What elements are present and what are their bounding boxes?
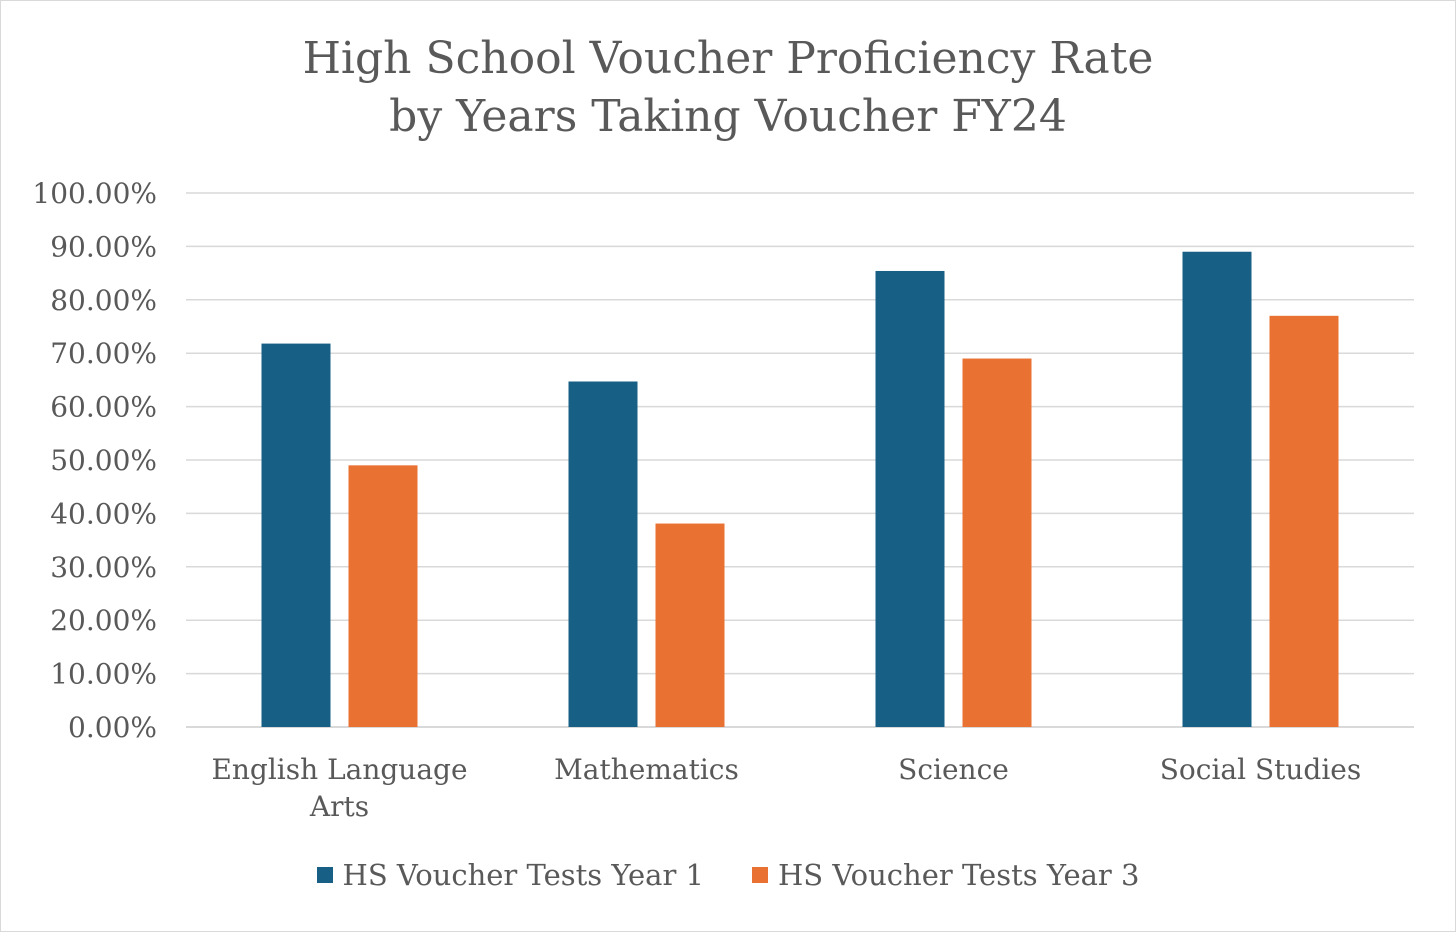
bar-year-3 xyxy=(962,358,1032,727)
legend-swatch-year-3 xyxy=(752,867,768,883)
x-category-label: English Language xyxy=(211,753,467,786)
y-tick-label: 80.00% xyxy=(50,284,157,317)
x-category-label: Social Studies xyxy=(1160,753,1362,786)
bar-year-3 xyxy=(655,523,725,727)
y-tick-label: 10.00% xyxy=(50,658,157,691)
legend-item-year-3: HS Voucher Tests Year 3 xyxy=(752,858,1139,892)
y-tick-label: 20.00% xyxy=(50,604,157,637)
bar-year-3 xyxy=(348,465,418,727)
y-tick-label: 50.00% xyxy=(50,444,157,477)
y-tick-label: 40.00% xyxy=(50,497,157,530)
y-tick-label: 90.00% xyxy=(50,230,157,263)
y-tick-label: 30.00% xyxy=(50,551,157,584)
y-tick-label: 0.00% xyxy=(68,711,157,744)
chart-title: High School Voucher Proficiency Rate by … xyxy=(0,30,1456,146)
x-category-label: Science xyxy=(898,753,1009,786)
x-category-label: Mathematics xyxy=(554,753,739,786)
bar-year-1 xyxy=(875,270,945,727)
bar-year-1 xyxy=(261,343,331,727)
legend-label-year-3: HS Voucher Tests Year 3 xyxy=(778,858,1140,892)
bar-year-1 xyxy=(1182,251,1252,728)
chart-title-line-1: High School Voucher Proficiency Rate xyxy=(302,33,1154,84)
legend-item-year-1: HS Voucher Tests Year 1 xyxy=(316,858,704,892)
x-category-label: Arts xyxy=(309,790,369,823)
y-tick-label: 100.00% xyxy=(32,177,157,210)
legend-label-year-1: HS Voucher Tests Year 1 xyxy=(342,858,704,892)
y-tick-label: 70.00% xyxy=(50,337,157,370)
bar-year-1 xyxy=(568,381,638,727)
legend: HS Voucher Tests Year 1 HS Voucher Tests… xyxy=(0,858,1456,892)
chart-title-line-2: by Years Taking Voucher FY24 xyxy=(389,91,1067,142)
legend-swatch-year-1 xyxy=(316,867,333,883)
y-tick-label: 60.00% xyxy=(50,391,157,424)
bar-year-3 xyxy=(1269,315,1339,727)
